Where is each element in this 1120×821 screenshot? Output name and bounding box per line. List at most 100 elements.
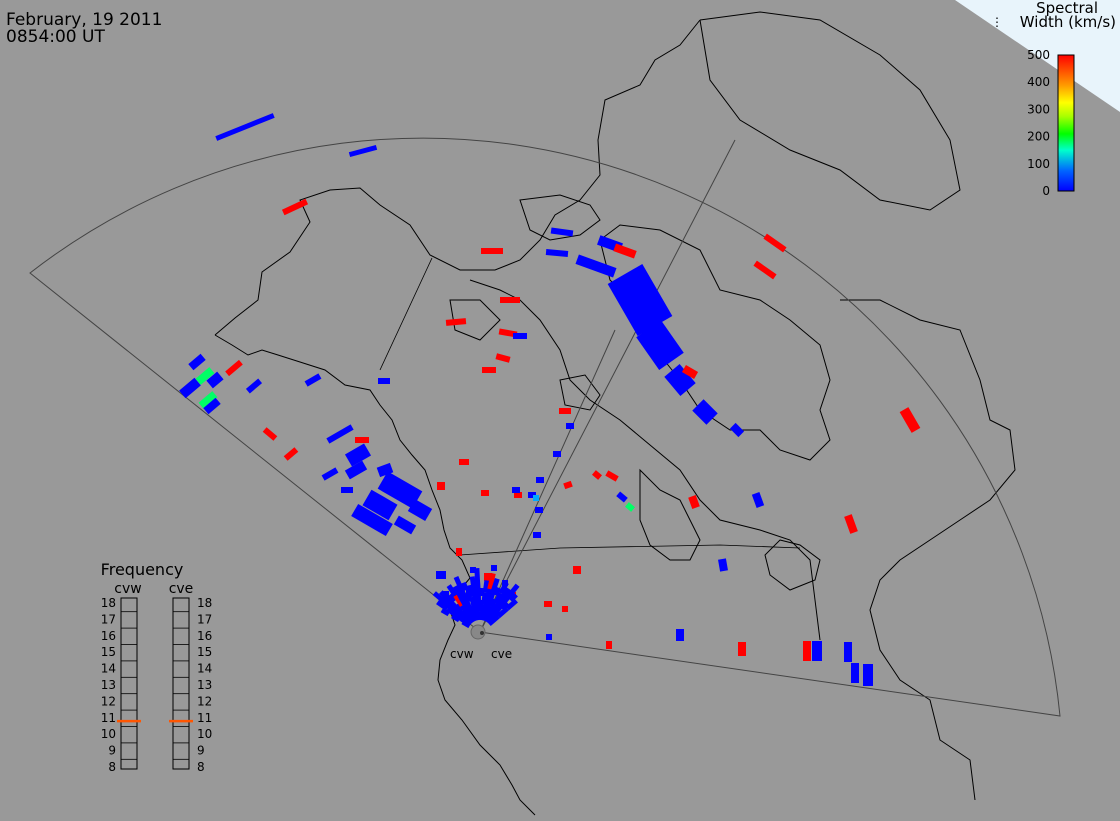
scatter-cell (459, 459, 469, 465)
colorbar-tick-label: 400 (1027, 75, 1050, 89)
scatter-cell (718, 558, 728, 572)
scatter-cell (546, 634, 552, 640)
radar-site-marker (470, 624, 486, 640)
colorbar-tick-label: 300 (1027, 102, 1050, 116)
freq-level-label-left: 13 (101, 678, 116, 692)
scatter-cell (474, 567, 481, 589)
scatter-cell (536, 477, 544, 483)
scatter-cell (179, 377, 201, 399)
scatter-cell (688, 494, 700, 510)
scatter-cell (563, 480, 573, 490)
scatter-cell (533, 495, 539, 501)
colorbar-tick-label: 500 (1027, 48, 1050, 62)
scatter-cell (493, 586, 502, 597)
scatter-cell (535, 507, 543, 513)
scatter-cell (573, 566, 581, 574)
scatter-cell (344, 460, 368, 480)
scatter-cell (304, 373, 322, 387)
scatter-cell (377, 471, 423, 509)
scatter-cell (245, 378, 263, 394)
scatter-cell (498, 328, 518, 338)
colorbar-tick-label: 0 (1042, 184, 1050, 198)
scatter-cell (344, 443, 372, 467)
scatter-cell (453, 576, 467, 597)
scatter-cell (283, 447, 299, 461)
scatter-cell (445, 606, 459, 618)
freq-level-label-right: 10 (197, 727, 212, 741)
colorbar-dots: ⋮ (991, 15, 1003, 29)
freq-level-label-left: 12 (101, 694, 116, 708)
scatter-cell (729, 422, 745, 438)
scatter-cell (616, 491, 628, 503)
colorbar-title-2: Width (km/s) (1020, 13, 1116, 31)
scatter-cell (215, 113, 275, 141)
fov-outline (29, 137, 1061, 717)
freq-level-label-right: 11 (197, 711, 212, 725)
scatter-cell (326, 424, 354, 444)
scatter-cell (440, 607, 451, 617)
scatter-cell (844, 642, 852, 662)
scatter-cell (495, 353, 511, 363)
freq-radar-cvw: cvw (114, 581, 141, 597)
scatter-cell (188, 353, 206, 371)
freq-level-label-left: 8 (108, 760, 116, 774)
scatter-cell (681, 365, 699, 379)
freq-level-label-left: 14 (101, 662, 116, 676)
scatter-cell (513, 333, 527, 339)
scatter-cell (738, 642, 746, 656)
colorbar: Spectral Width (km/s) ⋮ 500 400 300 200 100 0 (991, 0, 1116, 198)
scatter-cell (378, 378, 390, 384)
radar-sites: cvw cve (450, 624, 512, 661)
scatter-cell (692, 399, 718, 425)
freq-level-label-right: 17 (197, 612, 212, 626)
scatter-cell (456, 548, 462, 556)
scatter-cell (498, 581, 509, 595)
freq-level-label-left: 18 (101, 596, 116, 610)
frequency-panel: Frequency cvw cve 18 18 17 17 16 16 15 15 14 14 13… (101, 560, 213, 774)
scatter-cell (503, 583, 520, 603)
scatter-cell (575, 254, 617, 278)
colorbar-gradient (1057, 54, 1075, 192)
scatter-cell (436, 571, 446, 579)
scatter-cell (500, 601, 510, 611)
scatter-cell (607, 264, 673, 336)
scatter-cell (496, 606, 509, 619)
scatter-cell (436, 599, 449, 611)
freq-level-label-left: 16 (101, 629, 116, 643)
colorbar-tick-label: 200 (1027, 130, 1050, 144)
scatter-cell (225, 359, 243, 377)
scatter-cell (484, 573, 492, 581)
scatter-cell (751, 492, 765, 508)
colorbar-tick-label: 100 (1027, 157, 1050, 171)
scatter-cell (497, 587, 511, 604)
scatter-cell (566, 423, 574, 429)
freq-level-label-right: 8 (197, 760, 205, 774)
freq-level-label-left: 17 (101, 612, 116, 626)
scatter-cell (281, 198, 309, 216)
scatter-cell (203, 397, 221, 415)
scatter-cell (321, 467, 339, 481)
scatter-cell (512, 487, 520, 493)
scatter-cell (528, 492, 536, 498)
scatter-cell (206, 371, 224, 389)
scatter-cell (262, 427, 278, 441)
scatter-cell (533, 532, 541, 538)
scatter-cell (488, 577, 500, 599)
scatter-cell (812, 641, 822, 661)
freq-column-cve (172, 597, 190, 770)
scatter-cell (606, 641, 612, 649)
scatter-cell (432, 591, 449, 606)
scatter-cell (341, 487, 353, 493)
scatter-cell (487, 572, 496, 590)
scatter-cells (179, 113, 921, 686)
freq-level-label-left: 15 (101, 645, 116, 659)
scatter-cell (470, 567, 476, 573)
scatter-cell (493, 592, 504, 606)
freq-level-label-left: 10 (101, 727, 116, 741)
borders (379, 257, 801, 556)
scatter-cell (803, 641, 811, 661)
scatter-cell (550, 227, 574, 237)
scatter-cell (362, 489, 398, 521)
scatter-cell (544, 601, 552, 607)
